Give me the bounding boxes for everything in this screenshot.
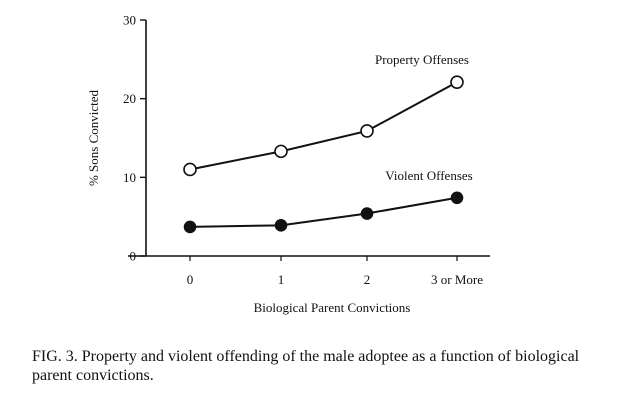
series-label-1: Violent Offenses — [385, 168, 472, 183]
x-tick-label-3: 3 or More — [431, 272, 483, 287]
series-layer — [183, 75, 464, 234]
series-line-0 — [189, 81, 458, 171]
series-labels: Property Offenses Violent Offenses — [375, 52, 473, 183]
y-tick-label-0: 0 — [130, 249, 137, 264]
series-label-0: Property Offenses — [375, 52, 469, 67]
chart-canvas: % Sons Convicted Biological Parent Convi… — [86, 13, 490, 315]
series-line-1 — [189, 196, 458, 228]
x-axis-label: Biological Parent Convictions — [254, 300, 411, 315]
x-tick-label-0: 0 — [187, 272, 194, 287]
x-tick-label-1: 1 — [278, 272, 285, 287]
line-chart: % Sons Convicted Biological Parent Convi… — [86, 13, 490, 315]
series-1-point-2 — [360, 207, 374, 220]
y-ticks: 0 10 20 30 — [123, 13, 146, 264]
y-tick-label-10: 10 — [123, 170, 136, 185]
y-tick-label-20: 20 — [123, 91, 136, 106]
series-1-point-3 — [450, 191, 464, 205]
series-1-point-1 — [274, 219, 288, 232]
x-tick-label-2: 2 — [364, 272, 371, 287]
figure-caption: FIG. 3. Property and violent offending o… — [32, 348, 580, 384]
series-0-point-1 — [274, 144, 288, 159]
series-0-point-2 — [360, 124, 374, 138]
series-1-point-0 — [183, 220, 197, 234]
y-axis-label: % Sons Convicted — [86, 89, 101, 186]
x-ticks: 0 1 2 3 or More — [187, 256, 483, 287]
series-0-point-3 — [450, 75, 464, 89]
axes-layer: % Sons Convicted Biological Parent Convi… — [86, 20, 490, 315]
series-0-point-0 — [183, 162, 197, 177]
y-tick-label-30: 30 — [123, 13, 136, 28]
